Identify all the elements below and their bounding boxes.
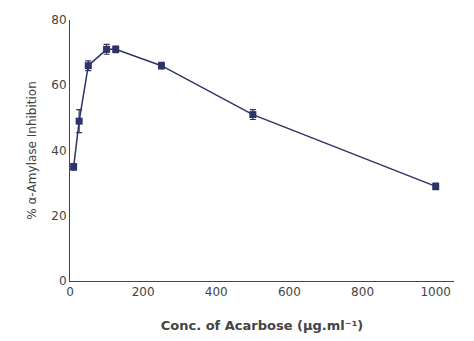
- svg-text:400: 400: [205, 285, 228, 299]
- svg-text:20: 20: [51, 209, 66, 223]
- svg-text:800: 800: [351, 285, 374, 299]
- svg-text:0: 0: [59, 274, 67, 288]
- svg-text:Conc. of Acarbose (μg.ml⁻¹): Conc. of Acarbose (μg.ml⁻¹): [161, 318, 364, 333]
- svg-text:% α-Amylase Inhibition: % α-Amylase Inhibition: [25, 81, 39, 220]
- svg-text:200: 200: [132, 285, 155, 299]
- svg-text:40: 40: [51, 144, 66, 158]
- svg-text:0: 0: [66, 285, 74, 299]
- svg-text:80: 80: [51, 13, 66, 27]
- svg-text:1000: 1000: [420, 285, 451, 299]
- svg-text:60: 60: [51, 78, 66, 92]
- svg-text:600: 600: [278, 285, 301, 299]
